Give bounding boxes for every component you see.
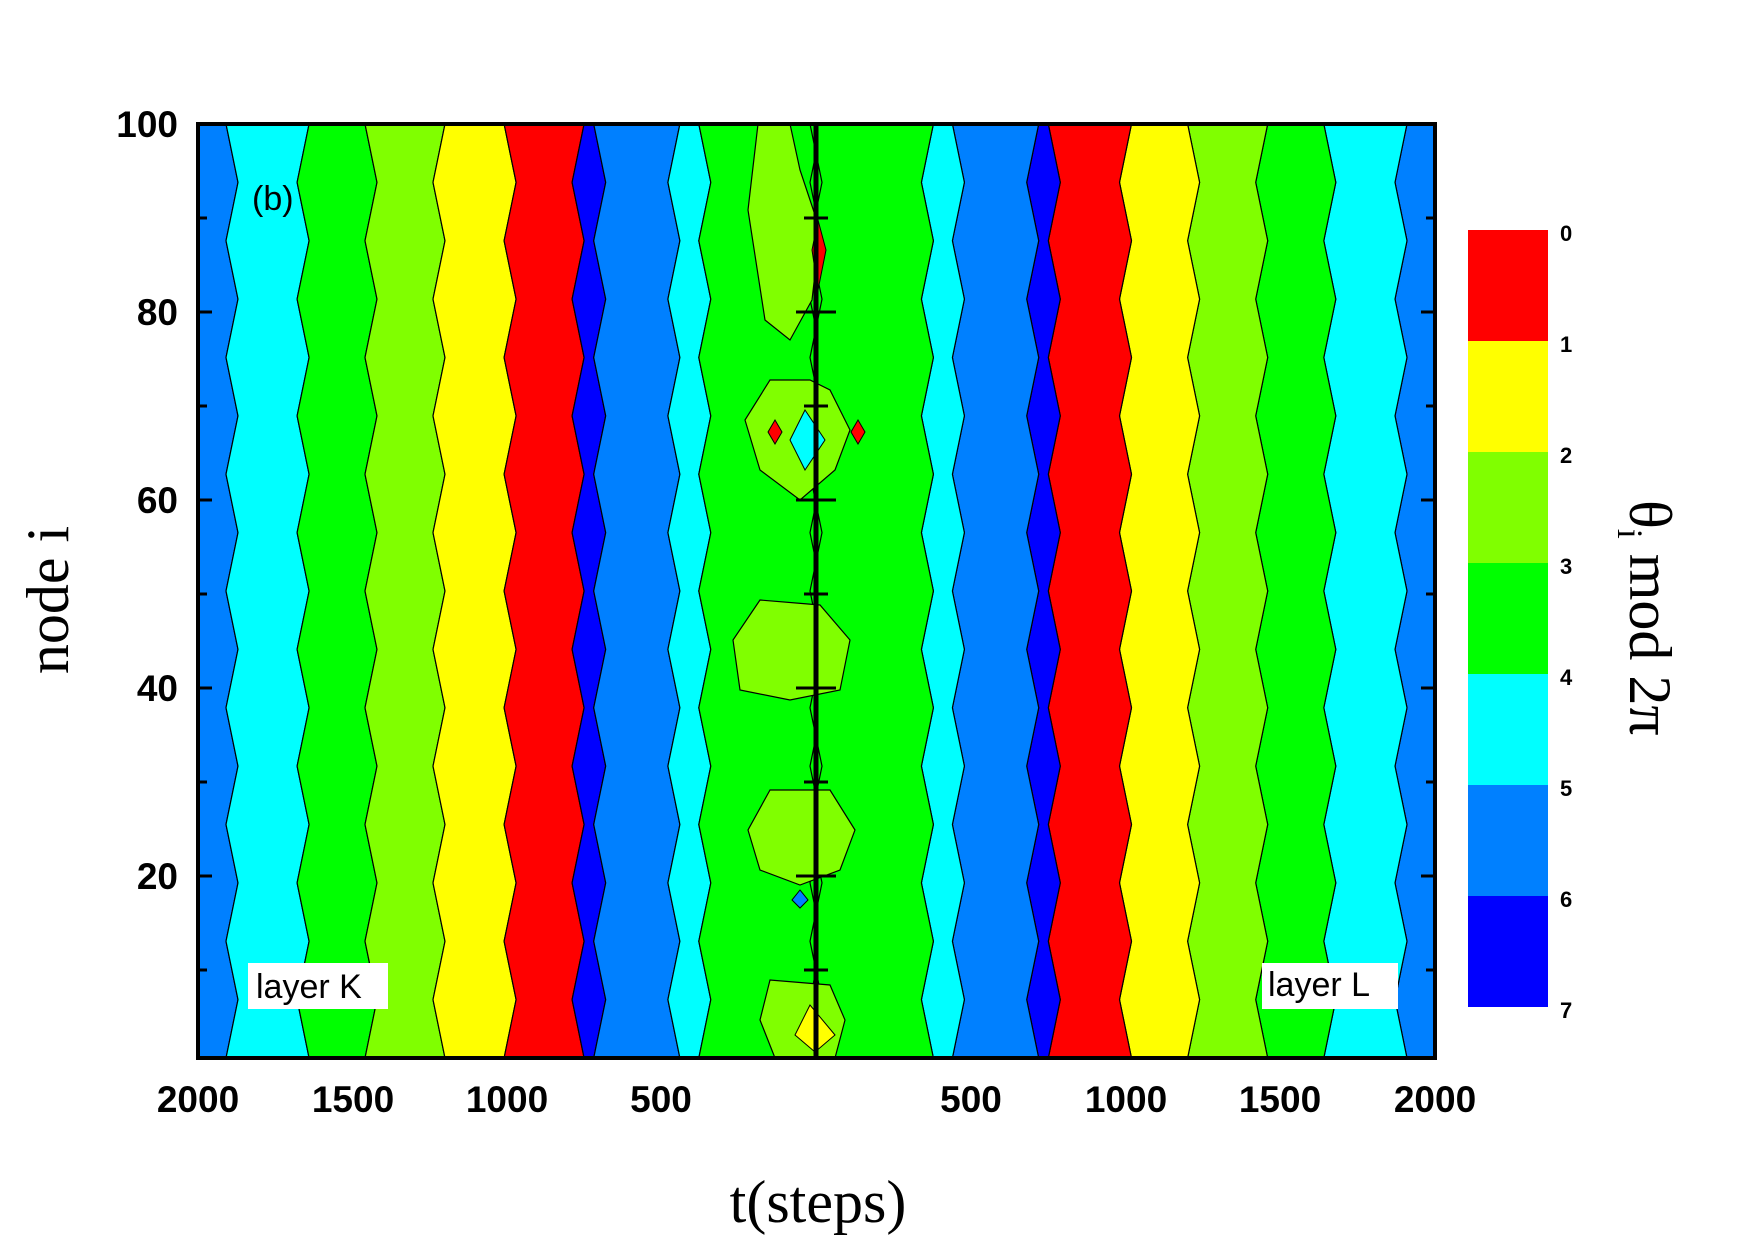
contour-bands — [198, 124, 1435, 1058]
contour-band-r — [1047, 124, 1133, 1058]
colorbar-swatch — [1468, 785, 1548, 896]
center-blob-lower — [747, 789, 856, 886]
colorbar-tick-label: 5 — [1560, 776, 1572, 801]
x-tick-label: 1000 — [466, 1079, 548, 1120]
layer-l-label: layer L — [1268, 966, 1370, 1004]
x-tick-label: 2000 — [1394, 1079, 1476, 1120]
y-tick-label: 80 — [137, 292, 178, 333]
contour-band-r — [1186, 124, 1269, 1058]
colorbar-swatch — [1468, 452, 1548, 563]
center-blob-top — [747, 124, 821, 341]
x-tick-label: 1500 — [312, 1079, 394, 1120]
x-tick-label: 1500 — [1239, 1079, 1321, 1120]
x-axis-title: t(steps) — [730, 1169, 907, 1235]
colorbar-swatch — [1468, 896, 1548, 1007]
center-features — [732, 124, 866, 1058]
colorbar-title-rest: mod 2π — [1617, 539, 1683, 736]
contour-band-r — [951, 124, 1040, 1058]
center-blue-spot — [791, 889, 809, 909]
contour-band-r — [809, 124, 935, 1058]
x-tick-label: 1000 — [1085, 1079, 1167, 1120]
colorbar-swatch — [1468, 230, 1548, 341]
x-tick-label: 2000 — [157, 1079, 239, 1120]
colorbar-tick-label: 2 — [1560, 443, 1572, 468]
contour-band-l — [364, 124, 446, 1058]
x-tick-label: 500 — [940, 1079, 1002, 1120]
colorbar-title: θi mod 2π — [1610, 500, 1683, 736]
colorbar-tick-label: 1 — [1560, 332, 1572, 357]
center-divider-ticks — [796, 216, 836, 972]
contour-band-l — [593, 124, 681, 1058]
contour-band-l — [225, 124, 310, 1058]
y-axis-title: node i — [15, 526, 81, 674]
colorbar-tick-label: 4 — [1560, 665, 1573, 690]
y-tick-label: 20 — [137, 856, 178, 897]
panel-label: (b) — [252, 180, 294, 218]
center-red-dot-right — [850, 419, 866, 445]
colorbar-swatch — [1468, 674, 1548, 785]
layer-k-label-bg — [248, 963, 388, 1009]
center-red-dot-left — [767, 419, 783, 445]
y-tick-label: 100 — [116, 104, 178, 145]
colorbar-title-theta: θ — [1617, 500, 1683, 529]
layer-k-label: layer K — [256, 968, 362, 1006]
colorbar-tick-label: 7 — [1560, 998, 1572, 1023]
y-tick-label: 40 — [137, 668, 178, 709]
colorbar-swatch — [1468, 341, 1548, 452]
x-tick-label: 500 — [630, 1079, 692, 1120]
colorbar — [1468, 230, 1548, 1007]
y-axis-ticks — [198, 122, 1435, 972]
layer-l-label-bg — [1262, 963, 1398, 1009]
colorbar-tick-label: 6 — [1560, 887, 1572, 912]
colorbar-swatch — [1468, 563, 1548, 674]
colorbar-title-sub: i — [1610, 529, 1650, 539]
contour-band-l — [503, 124, 585, 1058]
colorbar-tick-label: 3 — [1560, 554, 1572, 579]
contour-band-r — [1323, 124, 1408, 1058]
y-tick-label: 60 — [137, 480, 178, 521]
plot-frame — [196, 122, 1437, 1060]
colorbar-tick-label: 0 — [1560, 221, 1572, 246]
